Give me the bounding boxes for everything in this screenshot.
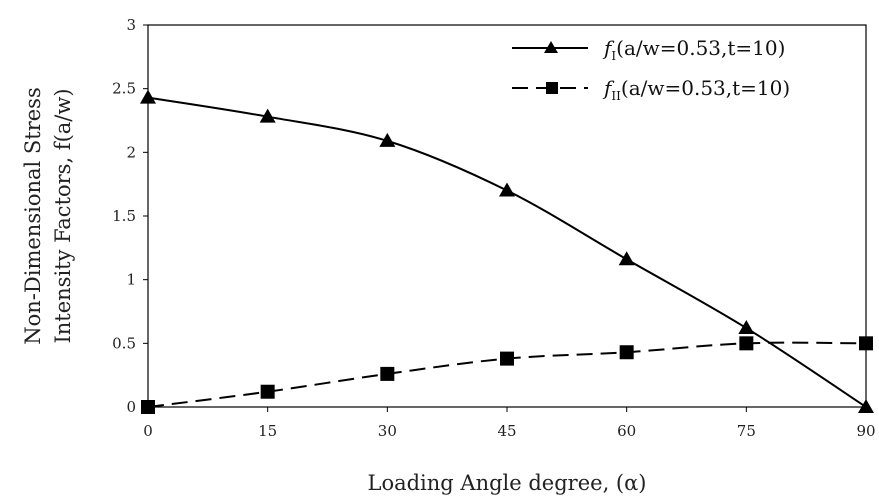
y-tick-label: 2 [126,143,136,161]
legend-f1-subscript: I [611,49,616,63]
data-point-triangle [858,399,874,413]
data-point-square [380,366,395,381]
data-point-triangle [618,251,635,266]
y-tick-label: 1.5 [112,207,136,225]
data-point-square [141,400,155,414]
series-layer [140,89,874,414]
x-axis-title: Loading Angle degree, (α) [368,471,647,495]
data-point-square [260,384,275,399]
legend: fI(a/w=0.53,t=10) fII(a/w=0.53,t=10) [512,36,790,103]
data-point-square [859,336,873,351]
x-tick-label: 45 [497,422,516,440]
legend-marker-square [546,82,558,94]
data-point-square [619,345,634,360]
data-point-triangle [499,182,515,197]
data-point-triangle [140,89,156,104]
y-tick-label: 0 [126,398,136,416]
legend-f1-args: (a/w=0.53,t=10) [616,36,785,60]
y-tick-label: 3 [126,16,136,34]
legend-label-f1: fI(a/w=0.53,t=10) [602,36,785,63]
x-tick-label: 15 [258,422,277,440]
legend-item-f1: fI(a/w=0.53,t=10) [512,36,785,63]
x-tick-label: 75 [737,422,756,440]
legend-item-f2: fII(a/w=0.53,t=10) [512,76,790,103]
data-point-square [739,336,754,351]
data-point-triangle [738,320,755,335]
y-tick-label: 2.5 [112,80,136,98]
x-tick-label: 30 [378,422,397,440]
x-tick-label: 60 [617,422,636,440]
data-point-triangle [379,132,396,147]
legend-marker-triangle [544,41,558,53]
x-tick-label: 90 [856,422,875,440]
legend-f2-args: (a/w=0.53,t=10) [621,76,790,100]
y-axis-title-line2: Intensity Factors, f(a/w) [51,88,75,343]
data-point-square [500,351,514,366]
y-axis-ticks: 0 0.5 1 1.5 2 2.5 3 [112,16,148,416]
legend-label-f2: fII(a/w=0.53,t=10) [602,76,790,103]
x-tick-label: 0 [143,422,153,440]
y-tick-label: 0.5 [112,334,136,352]
y-axis-title-line1: Non-Dimensional Stress [21,87,45,344]
legend-f2-subscript: II [611,89,621,103]
x-axis-ticks: 0 15 30 45 60 75 90 [143,407,876,440]
data-point-triangle [259,108,276,123]
y-tick-label: 1 [126,271,136,289]
